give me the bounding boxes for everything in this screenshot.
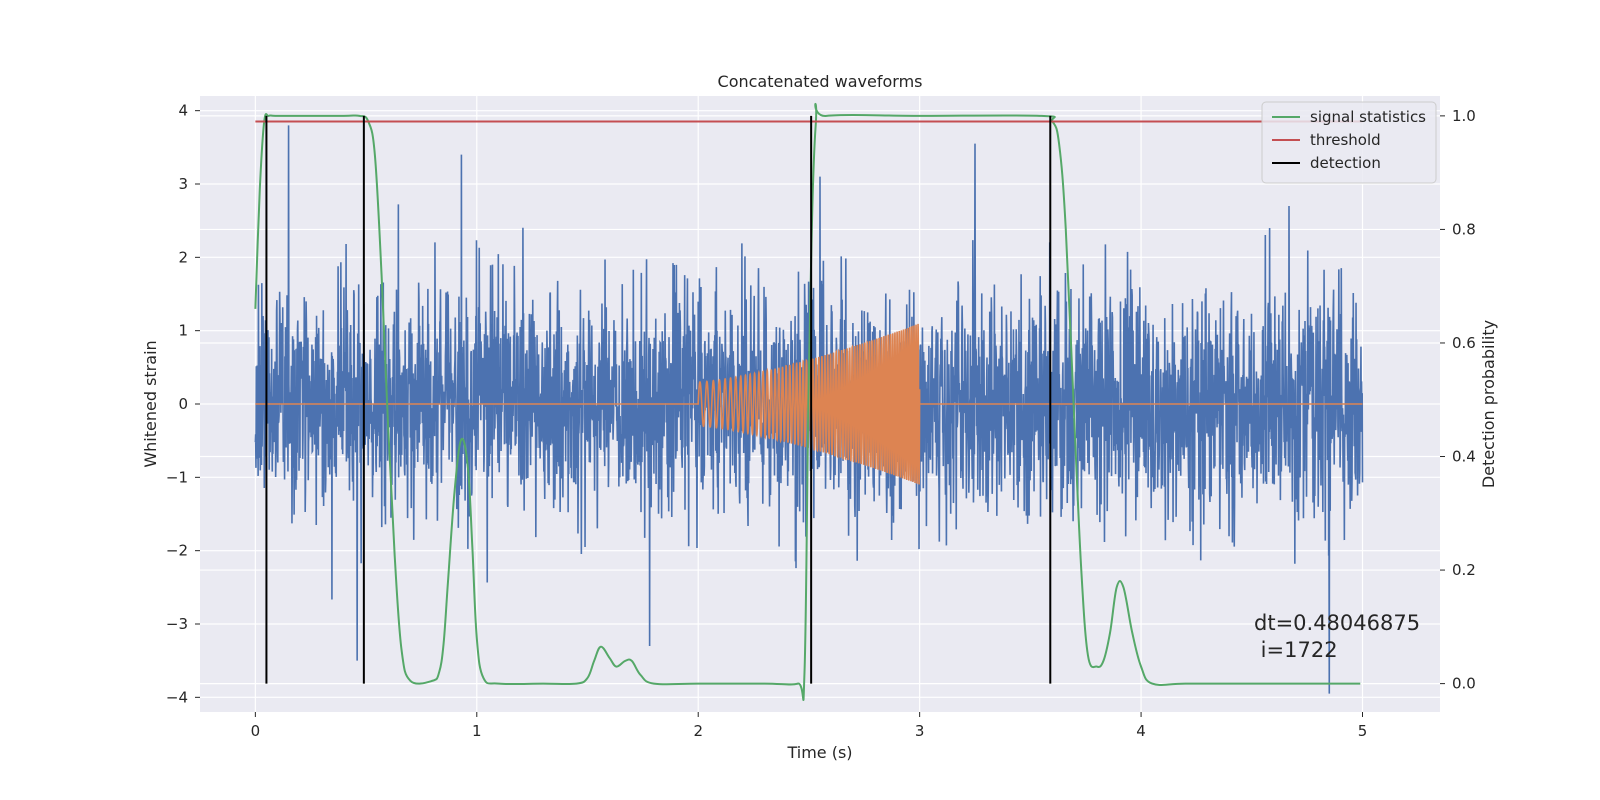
legend-box	[1261, 101, 1437, 184]
right-y-ticks: 0.0 0.2 0.4 0.6 0.8 1.0	[1440, 107, 1476, 693]
y-tick-label: −4	[166, 688, 188, 706]
chart-title: Concatenated waveforms	[718, 72, 923, 91]
x-tick-label: 4	[1136, 722, 1146, 740]
annotation-dt: dt=0.48046875	[1254, 611, 1420, 635]
y-right-tick-label: 0.2	[1452, 561, 1476, 579]
y-right-tick-label: 0.0	[1452, 675, 1476, 693]
x-axis-label: Time (s)	[786, 743, 852, 762]
legend-label: signal statistics	[1310, 108, 1426, 126]
x-tick-label: 0	[251, 722, 261, 740]
plot-area	[254, 103, 1364, 701]
y-right-tick-label: 0.8	[1452, 220, 1476, 238]
x-ticks: 0 1 2 3 4 5	[251, 712, 1368, 740]
y-tick-label: 0	[178, 395, 188, 413]
y-tick-label: 1	[178, 322, 188, 340]
y-tick-label: −3	[166, 615, 188, 633]
x-tick-label: 3	[915, 722, 925, 740]
legend-label: detection	[1310, 154, 1381, 172]
y-tick-label: 3	[178, 175, 188, 193]
x-tick-label: 5	[1358, 722, 1368, 740]
legend: signal statistics threshold detection	[1261, 101, 1437, 184]
y-tick-label: 2	[178, 248, 188, 266]
annotation-index: i=1722	[1254, 638, 1338, 662]
y-tick-label: −1	[166, 468, 188, 486]
x-tick-label: 1	[472, 722, 482, 740]
y-axis-label-left: Whitened strain	[141, 340, 160, 467]
y-tick-label: 4	[178, 102, 188, 120]
left-y-ticks: −4 −3 −2 −1 0 1 2 3 4	[166, 102, 200, 706]
y-tick-label: −2	[166, 542, 188, 560]
y-right-tick-label: 0.4	[1452, 448, 1476, 466]
y-right-tick-label: 1.0	[1452, 107, 1476, 125]
signal-statistics-line	[254, 103, 1361, 701]
legend-label: threshold	[1310, 131, 1381, 149]
y-axis-label-right: Detection probability	[1479, 320, 1498, 488]
x-tick-label: 2	[693, 722, 703, 740]
y-right-tick-label: 0.6	[1452, 334, 1476, 352]
